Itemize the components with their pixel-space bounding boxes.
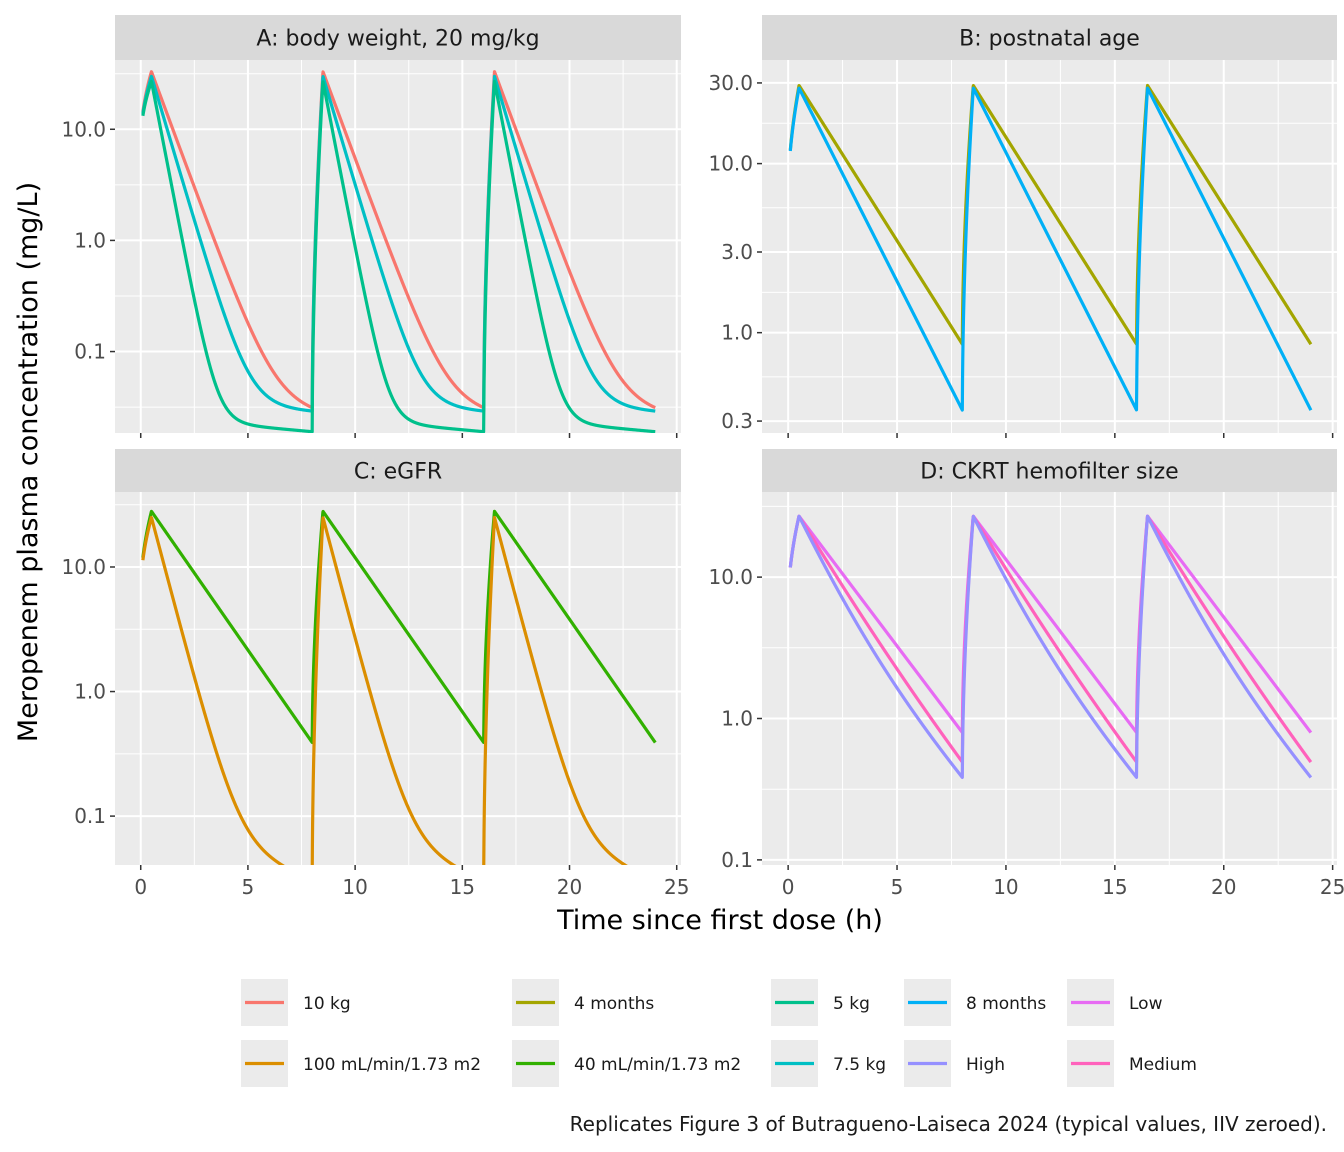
series-line: [788, 86, 1313, 412]
panel-strip: [115, 449, 681, 492]
legend-item: Low: [1067, 979, 1163, 1026]
legend-label: 8 months: [966, 994, 1046, 1014]
panel-4: D: CKRT hemofilter size 0.1 1.0 10.0 0 5 10 15 2…: [708, 449, 1344, 899]
x-tick-label: 15: [450, 875, 475, 899]
legend-label: 4 months: [574, 994, 654, 1014]
legend-item: 5 kg: [771, 979, 870, 1026]
facet-panels: A: body weight, 20 mg/kg0.11.010.0B: pos…: [61, 15, 1344, 899]
series-line: [788, 514, 1313, 764]
legend-label: Low: [1129, 994, 1163, 1014]
legend-label: 5 kg: [833, 994, 870, 1014]
x-tick-label: 20: [1211, 875, 1236, 899]
y-tick-label: 0.1: [74, 804, 106, 828]
panel-title: D: CKRT hemofilter size: [920, 460, 1178, 485]
legend-item: High: [904, 1040, 1005, 1087]
x-tick-label: 0: [134, 875, 147, 899]
panel-background: [762, 60, 1337, 433]
x-tick-label: 20: [557, 875, 582, 899]
legend-item: Medium: [1067, 1040, 1197, 1087]
y-tick-label: 0.1: [721, 848, 753, 872]
y-tick-label: 1.0: [74, 228, 106, 252]
y-tick-label: 3.0: [721, 240, 753, 264]
legend-label: 10 kg: [303, 994, 351, 1014]
series-line: [141, 515, 628, 865]
legend-label: 7.5 kg: [833, 1055, 886, 1075]
series-line: [141, 79, 657, 433]
y-tick-label: 1.0: [721, 321, 753, 345]
x-tick-label: 10: [993, 875, 1018, 899]
x-tick-label: 15: [1102, 875, 1127, 899]
panel-strip: [115, 15, 681, 60]
legend-item: 4 months: [512, 979, 654, 1026]
panel-3: C: eGFR 0.1 1.0 10.0 0 5 10 15 20 25: [61, 449, 689, 899]
y-tick-label: 10.0: [708, 152, 753, 176]
y-tick-label: 0.3: [721, 409, 753, 433]
series-line: [141, 509, 657, 745]
panel-title: A: body weight, 20 mg/kg: [256, 27, 539, 52]
legend-item: 7.5 kg: [771, 1040, 886, 1087]
x-tick-label: 5: [242, 875, 255, 899]
x-tick-label: 25: [1320, 875, 1344, 899]
series-line: [788, 514, 1313, 735]
series-line: [788, 83, 1313, 346]
y-tick-label: 10.0: [61, 117, 106, 141]
y-tick-label: 10.0: [708, 565, 753, 589]
x-tick-label: 10: [342, 875, 367, 899]
x-tick-label: 25: [664, 875, 689, 899]
panel-1: A: body weight, 20 mg/kg 0.1 1.0 10.0: [61, 15, 681, 438]
y-tick-label: 1.0: [721, 706, 753, 730]
panel-2: B: postnatal age 0.3 1.0 3.0 10.0 30.0: [708, 15, 1337, 438]
legend-label: High: [966, 1055, 1005, 1075]
legend-item: 100 mL/min/1.73 m2: [241, 1040, 481, 1087]
series-line: [141, 74, 657, 413]
panel-background: [115, 60, 681, 433]
legend-label: Medium: [1129, 1055, 1197, 1075]
series-line: [141, 70, 657, 410]
legend-item: 40 mL/min/1.73 m2: [512, 1040, 741, 1087]
series-line: [788, 514, 1313, 779]
panel-strip: [762, 15, 1337, 60]
y-tick-label: 30.0: [708, 71, 753, 95]
legend-label: 100 mL/min/1.73 m2: [303, 1055, 481, 1075]
x-tick-label: 5: [891, 875, 904, 899]
x-tick-label: 0: [782, 875, 795, 899]
y-axis-title: Meropenem plasma concentration (mg/L): [13, 182, 44, 742]
panel-background: [115, 492, 681, 865]
y-tick-label: 10.0: [61, 555, 106, 579]
caption: Replicates Figure 3 of Butragueno-Laisec…: [570, 1112, 1327, 1136]
panel-title: B: postnatal age: [959, 27, 1140, 52]
panel-title: C: eGFR: [354, 460, 442, 485]
legend-item: 10 kg: [241, 979, 351, 1026]
legend-label: 40 mL/min/1.73 m2: [574, 1055, 741, 1075]
y-tick-label: 1.0: [74, 680, 106, 704]
x-axis-title: Time since first dose (h): [556, 905, 883, 936]
legend: 10 kg 100 mL/min/1.73 m2 4 months 40 mL/min…: [241, 979, 1197, 1087]
legend-item: 8 months: [904, 979, 1046, 1026]
panel-strip: [762, 449, 1337, 492]
y-tick-label: 0.1: [74, 340, 106, 364]
